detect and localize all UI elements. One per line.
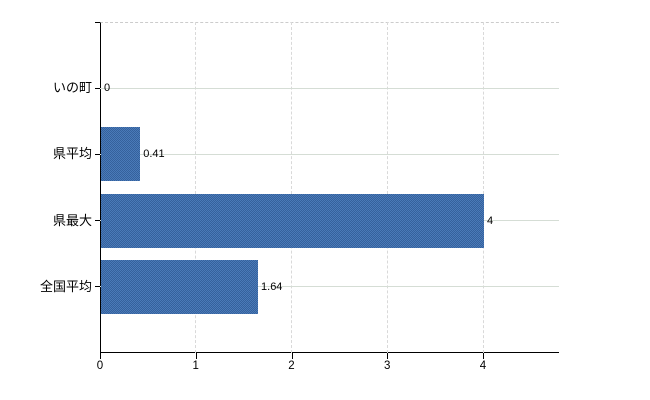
value-label: 0.41: [143, 148, 165, 161]
horizontal-gridline: [100, 286, 559, 288]
x-tick-label: 0: [96, 360, 104, 372]
category-label: 県最大: [52, 212, 92, 228]
x-tick-label: 3: [384, 360, 391, 372]
bar: [101, 127, 141, 182]
y-axis-tick: [95, 286, 100, 288]
vertical-gridline: [482, 22, 484, 353]
y-axis-top-tick: [95, 21, 100, 23]
vertical-gridline: [291, 22, 292, 353]
x-axis-tick: [291, 353, 293, 359]
x-tick-label: 1: [192, 360, 199, 372]
category-label: 県平均: [52, 146, 92, 162]
x-axis-tick: [195, 353, 197, 359]
y-axis-tick: [95, 220, 100, 222]
value-label: 0: [104, 82, 111, 95]
y-axis-tick: [95, 153, 100, 155]
horizontal-gridline: [100, 87, 559, 89]
x-axis-tick: [100, 353, 101, 359]
category-label: いの町: [52, 80, 92, 96]
value-label: 1.64: [261, 280, 283, 293]
value-label: 4: [487, 214, 494, 227]
bar: [101, 193, 484, 248]
x-tick-label: 4: [479, 360, 487, 372]
x-axis-tick: [387, 353, 389, 359]
horizontal-gridline: [100, 153, 559, 155]
vertical-gridline: [195, 22, 197, 353]
bar: [101, 259, 259, 314]
y-axis-tick: [95, 87, 100, 89]
x-axis-tick: [483, 353, 484, 359]
x-tick-label: 2: [288, 360, 295, 372]
vertical-gridline: [386, 22, 388, 353]
plot-area: [100, 22, 559, 353]
category-label: 全国平均: [39, 278, 92, 294]
